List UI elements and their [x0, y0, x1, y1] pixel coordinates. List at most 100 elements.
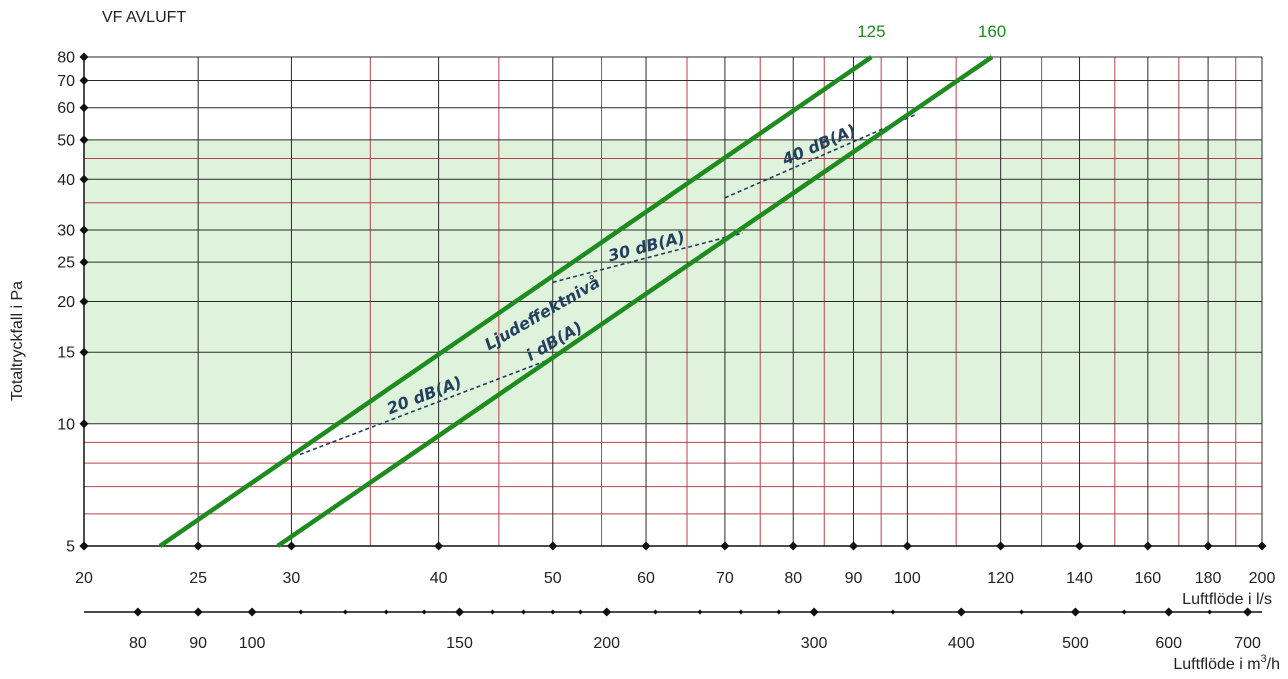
y-tick-marker	[79, 297, 89, 306]
x2-minor-tick	[383, 609, 389, 615]
y-tick-label: 30	[57, 222, 75, 239]
x-tick-label: 25	[189, 570, 207, 587]
x-tick-marker	[286, 541, 296, 551]
x2-minor-tick	[421, 609, 427, 615]
axis-layer: 5 10 15 20 25 30 40 50 60 70 80 20 25 30 40 50 60 70 80 90 1…	[57, 50, 1275, 653]
y-tick-label: 5	[66, 539, 75, 556]
series-line-160	[276, 55, 994, 548]
grid-layer	[83, 56, 1263, 547]
y-tick-label: 80	[57, 50, 75, 67]
x2-minor-tick	[550, 609, 556, 615]
x-tick-label: 70	[716, 570, 734, 587]
x-tick-marker	[902, 541, 912, 551]
x2-minor-tick	[298, 609, 304, 615]
x2-minor-tick	[490, 609, 496, 615]
y-tick-marker	[79, 103, 89, 113]
x2-tick-marker	[1243, 607, 1253, 617]
x2-tick-label: 400	[948, 635, 975, 652]
x-tick-marker	[788, 541, 798, 551]
x-tick-label: 20	[75, 570, 93, 587]
x-axis-label: Luftflöde i l/s	[1182, 591, 1272, 608]
x-tick-label: 50	[544, 570, 562, 587]
x-tick-marker	[548, 541, 558, 551]
x2-minor-tick	[697, 609, 703, 615]
x-tick-marker	[193, 541, 203, 551]
x-tick-marker	[1075, 541, 1085, 551]
x2-tick-label: 200	[593, 635, 620, 652]
recommended-band-layer	[84, 139, 1262, 424]
x-tick-label: 30	[283, 570, 301, 587]
x-tick-marker	[996, 541, 1006, 551]
x2-minor-tick	[1207, 609, 1213, 615]
x2-axis-label: Luftflöde i m3/h	[1173, 653, 1280, 673]
x-tick-label: 100	[894, 570, 921, 587]
y-tick-marker	[79, 225, 89, 235]
y-tick-marker	[79, 135, 89, 145]
y-tick-label: 70	[57, 73, 75, 90]
x2-tick-label: 700	[1234, 635, 1261, 652]
x-tick-label: 140	[1066, 570, 1093, 587]
y-tick-label: 25	[57, 255, 75, 272]
x-tick-label: 120	[987, 570, 1014, 587]
sound-level-line	[552, 232, 744, 284]
x2-minor-tick	[652, 609, 658, 615]
x-tick-label: 40	[430, 570, 448, 587]
x-tick-marker	[434, 541, 444, 551]
x2-tick-label: 80	[129, 635, 147, 652]
x2-tick-marker	[956, 607, 966, 617]
x2-tick-marker	[193, 607, 203, 617]
series-layer: 125 160	[158, 22, 1006, 548]
y-tick-marker	[79, 347, 89, 357]
x2-tick-label: 500	[1062, 635, 1089, 652]
x2-tick-label: 100	[239, 635, 266, 652]
x2-tick-label: 300	[801, 635, 828, 652]
y-tick-label: 40	[57, 172, 75, 189]
x-tick-marker	[1203, 541, 1213, 551]
x2-minor-tick	[890, 609, 896, 615]
x2-minor-tick	[1121, 609, 1127, 615]
y-tick-marker	[79, 257, 89, 267]
x-tick-label: 200	[1249, 570, 1276, 587]
sound-level-line	[299, 357, 554, 456]
x-tick-marker	[720, 541, 730, 551]
y-axis-label: Totaltryckfall i Pa	[9, 281, 26, 401]
x2-tick-marker	[1070, 607, 1080, 617]
x2-axis-label-prefix: Luftflöde i m	[1173, 656, 1260, 673]
x-tick-label: 160	[1134, 570, 1161, 587]
recommended-band	[84, 139, 1262, 424]
x2-tick-label: 600	[1155, 635, 1182, 652]
x-tick-marker	[79, 541, 89, 551]
series-label-125: 125	[857, 22, 885, 41]
x2-axis-label-sup: 3	[1261, 653, 1267, 665]
y-tick-marker	[79, 76, 89, 86]
y-tick-label: 20	[57, 294, 75, 311]
x2-tick-marker	[602, 607, 612, 617]
x-tick-marker	[1257, 541, 1267, 551]
y-tick-label: 60	[57, 100, 75, 117]
x2-minor-tick	[342, 609, 348, 615]
x2-tick-label: 150	[446, 635, 473, 652]
y-tick-label: 15	[57, 345, 75, 362]
y-tick-marker	[79, 52, 89, 62]
x2-tick-marker	[454, 607, 464, 617]
series-label-160: 160	[978, 22, 1006, 41]
y-tick-marker	[79, 419, 89, 429]
x-tick-label: 60	[637, 570, 655, 587]
y-tick-marker	[79, 174, 89, 184]
x2-minor-tick	[776, 609, 782, 615]
x-tick-label: 80	[784, 570, 802, 587]
x2-tick-marker	[1164, 607, 1174, 617]
series-line-125	[158, 55, 873, 548]
y-tick-label: 50	[57, 132, 75, 149]
x-tick-marker	[641, 541, 651, 551]
chart-title: VF AVLUFT	[102, 9, 186, 26]
x2-tick-marker	[809, 607, 819, 617]
x2-tick-label: 90	[189, 635, 207, 652]
y-tick-label: 10	[57, 416, 75, 433]
x-tick-marker	[848, 541, 858, 551]
x2-tick-marker	[247, 607, 257, 617]
x2-minor-tick	[738, 609, 744, 615]
x2-tick-marker	[133, 607, 143, 617]
x-tick-label: 180	[1195, 570, 1222, 587]
